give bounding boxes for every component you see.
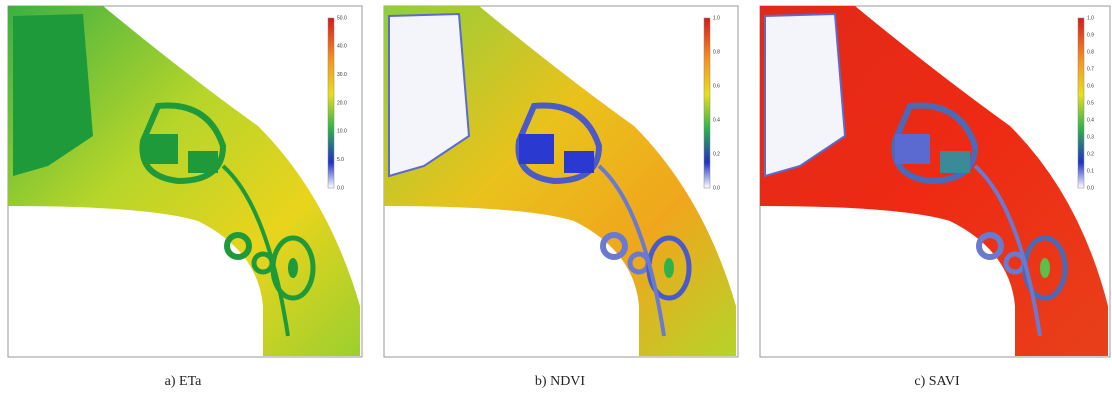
colorbar-label: 0.0 xyxy=(1087,185,1094,191)
colorbar-label: 1.0 xyxy=(713,15,720,21)
colorbar-label: 0.4 xyxy=(1087,117,1094,123)
colorbar-label: 0.2 xyxy=(1087,151,1094,157)
colorbar-label: 0.0 xyxy=(713,185,720,191)
colorbar-label: 0.1 xyxy=(1087,168,1094,174)
colorbar-label: 50.0 xyxy=(337,15,347,21)
colorbar-label: 10.0 xyxy=(337,129,347,135)
colorbar-label: 0.9 xyxy=(1087,32,1094,38)
caption: b) NDVI xyxy=(535,374,585,389)
colorbar-label: 0.8 xyxy=(1087,49,1094,55)
map-panel: 1.0 0.8 0.6 0.4 0.2 0.0 xyxy=(384,6,738,357)
colorbar-label: 0.6 xyxy=(1087,83,1094,89)
map-panel: 1.0 0.9 0.8 0.7 0.6 0.5 0.4 0.3 0.2 0.1 0.0 xyxy=(760,6,1110,357)
colorbar-label: 0.2 xyxy=(713,151,720,157)
colorbar-label: 0.4 xyxy=(713,117,720,123)
colorbar-label: 5.0 xyxy=(337,157,344,163)
figure: 50.0 40.0 30.0 20.0 10.0 5.0 0.0 1.0 0.8 0.6 0.4 0… xyxy=(0,0,1112,402)
colorbar-label: 0.7 xyxy=(1087,66,1094,72)
caption: a) ETa xyxy=(165,374,203,389)
caption: c) SAVI xyxy=(914,374,960,389)
map-panel: 50.0 40.0 30.0 20.0 10.0 5.0 0.0 xyxy=(8,6,362,357)
colorbar-label: 0.5 xyxy=(1087,100,1094,106)
colorbar-label: 30.0 xyxy=(337,72,347,78)
colorbar-label: 0.3 xyxy=(1087,134,1094,140)
colorbar-label: 20.0 xyxy=(337,100,347,106)
colorbar-label: 0.0 xyxy=(337,185,344,191)
colorbar-label: 1.0 xyxy=(1087,15,1094,21)
colorbar-label: 0.6 xyxy=(713,83,720,89)
colorbar-label: 0.8 xyxy=(713,49,720,55)
colorbar-label: 40.0 xyxy=(337,44,347,50)
